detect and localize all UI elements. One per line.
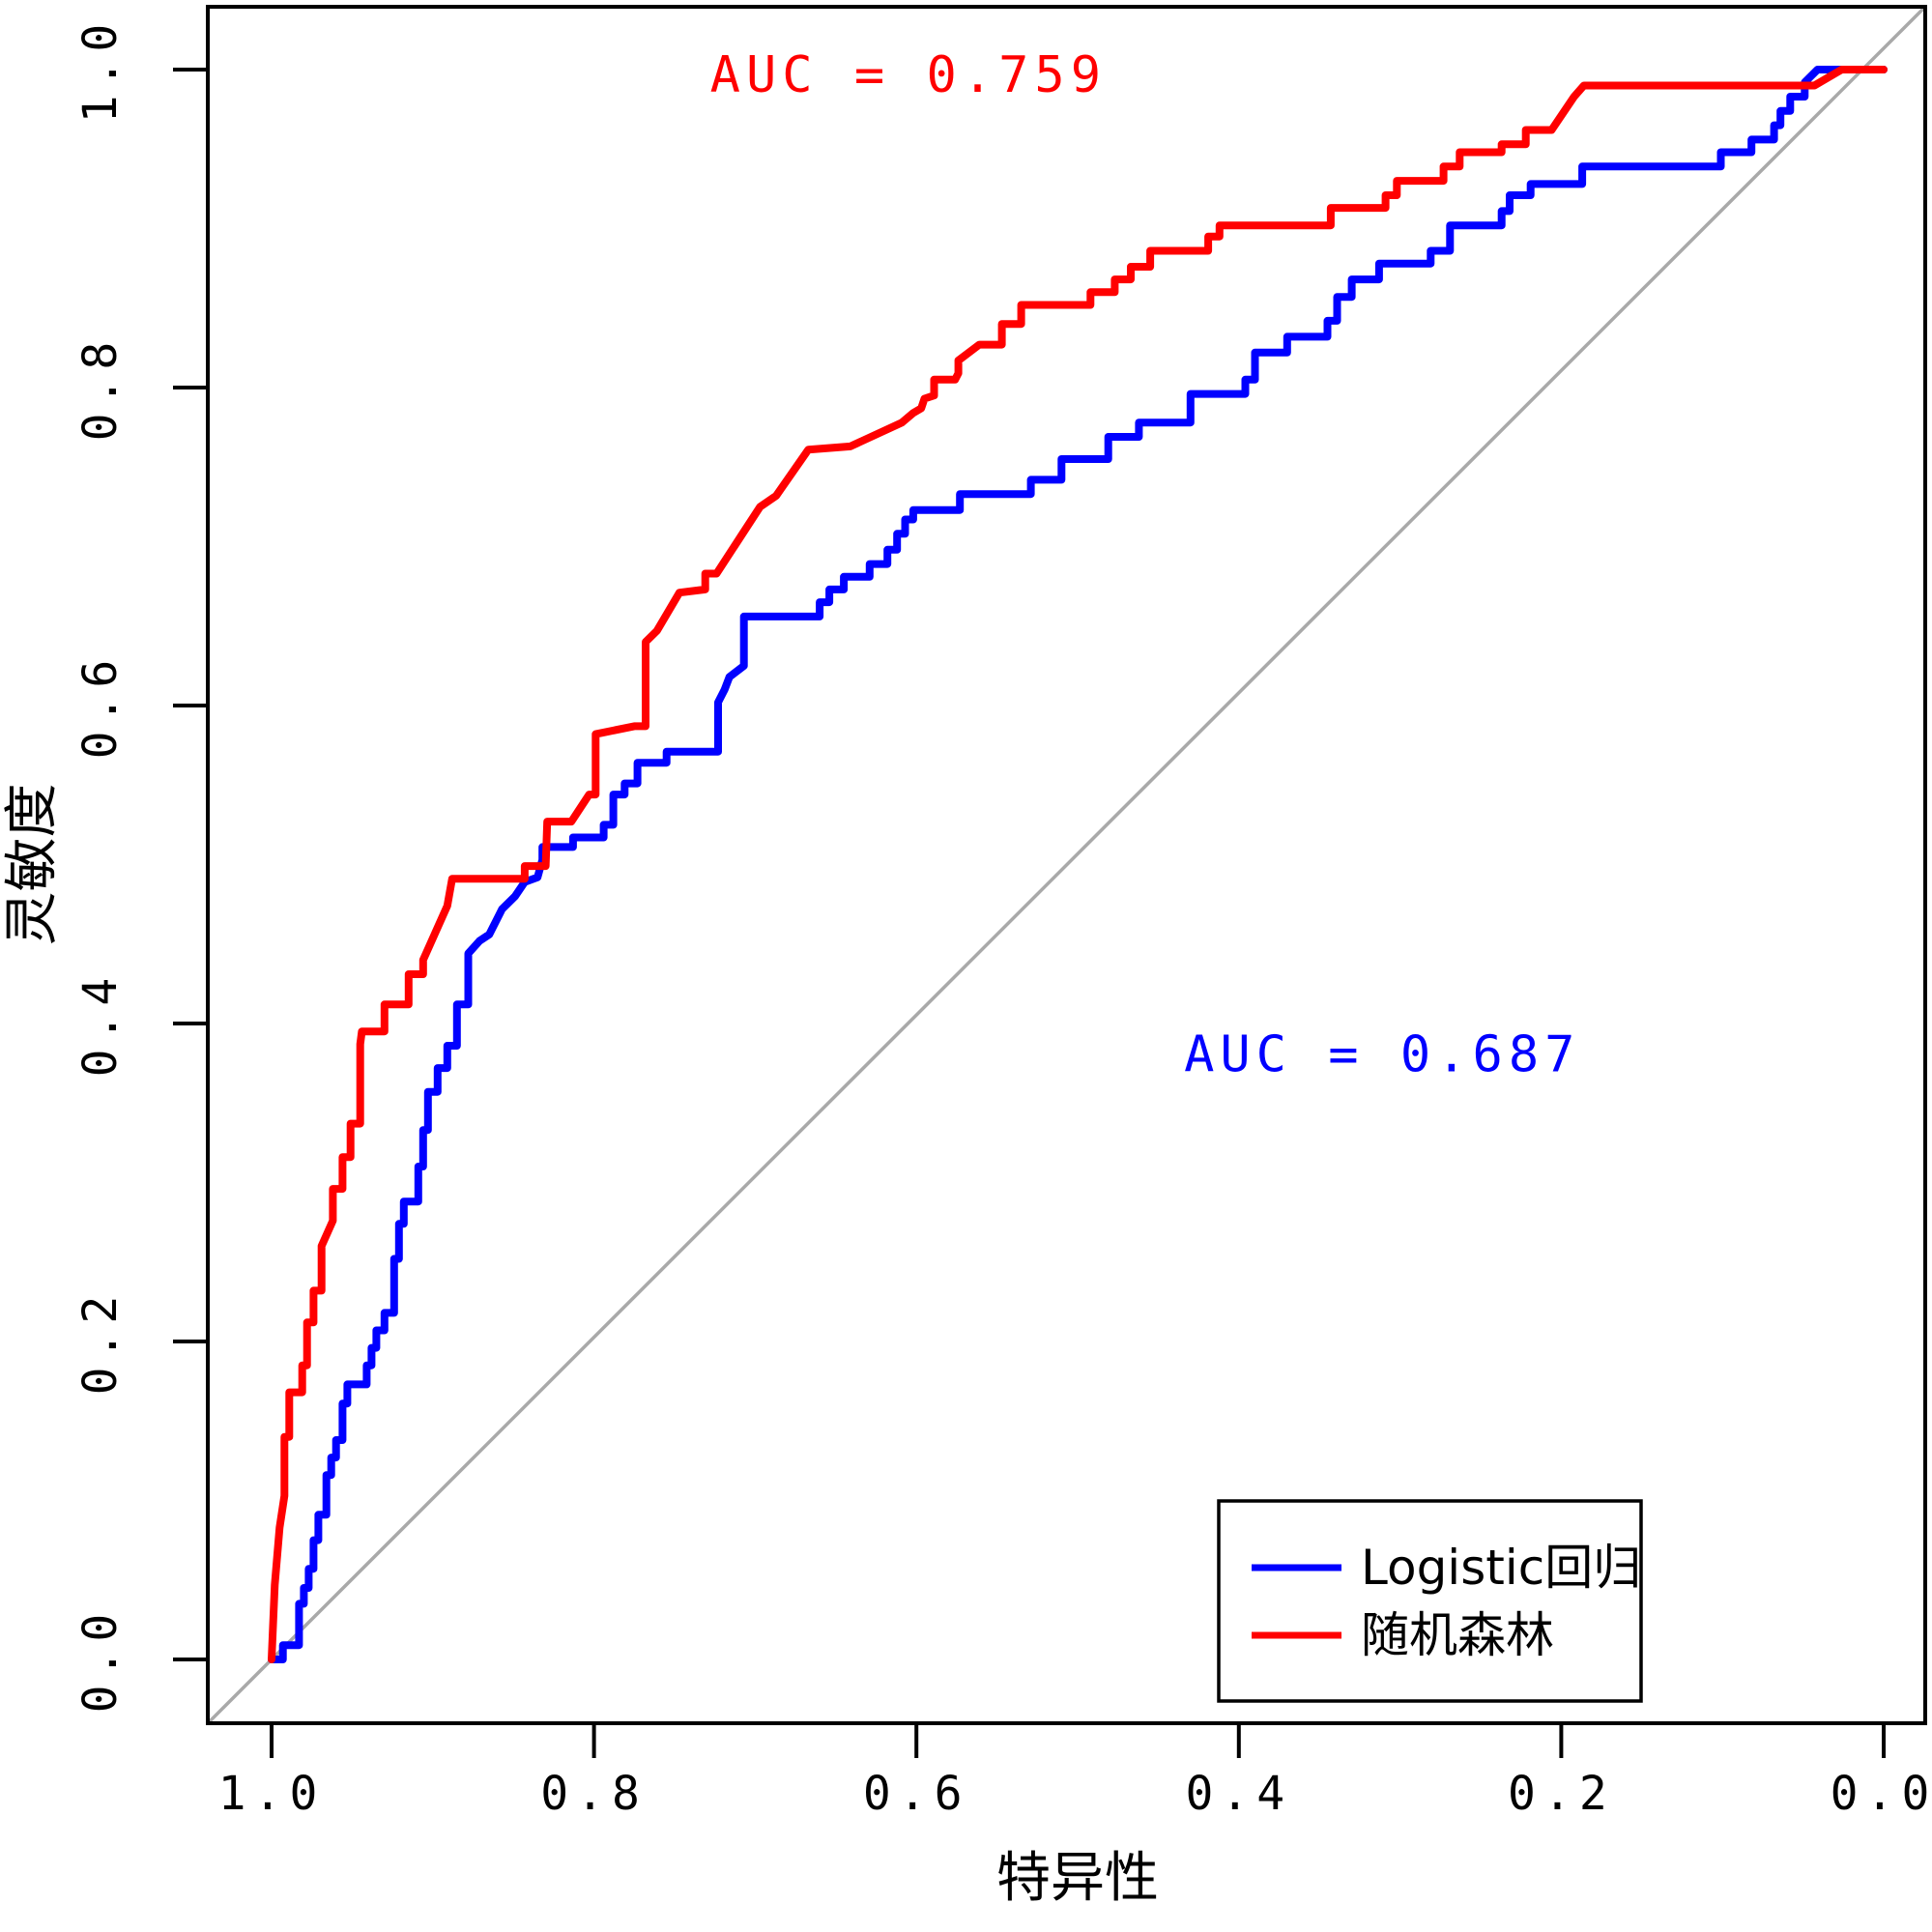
x-axis-title: 特异性 (996, 1847, 1159, 1910)
y-tick-label: 0.8 (73, 334, 128, 442)
y-axis-title: 灵敏度 (1, 784, 64, 946)
plot-border (206, 5, 1927, 1725)
y-tick-label: 1.0 (73, 16, 128, 124)
legend-label: Logistic回归 (1361, 1540, 1641, 1596)
diagonal-reference-line (206, 5, 1927, 1725)
x-tick-label: 0.8 (540, 1767, 648, 1821)
legend-box (1217, 1499, 1643, 1703)
y-tick-label: 0.0 (73, 1606, 128, 1714)
roc-curve-logistic (268, 66, 1888, 1663)
roc-curve-random-forest (268, 66, 1888, 1663)
x-tick-label: 0.6 (863, 1767, 970, 1821)
y-tick-label: 0.4 (73, 970, 128, 1078)
y-tick-label: 0.6 (73, 652, 128, 760)
auc-annotation-random-forest: AUC = 0.759 (710, 46, 1107, 104)
x-tick-label: 0.4 (1185, 1767, 1292, 1821)
auc-annotation-logistic: AUC = 0.687 (1184, 1025, 1580, 1083)
x-tick-label: 0.2 (1508, 1767, 1615, 1821)
x-tick-label: 1.0 (218, 1767, 326, 1821)
x-tick-label: 0.0 (1831, 1767, 1932, 1821)
legend-label: 随机森林 (1361, 1607, 1554, 1663)
y-tick-label: 0.2 (73, 1288, 128, 1396)
